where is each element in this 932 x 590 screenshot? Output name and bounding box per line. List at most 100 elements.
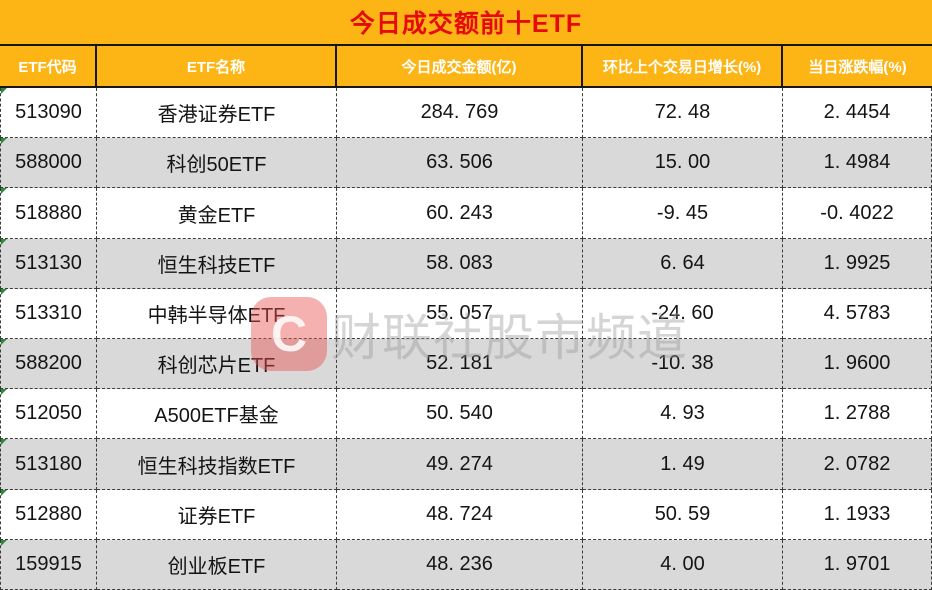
cell-daily-change: 1. 1933 [783,489,932,540]
etf-name-value: 科创50ETF [166,154,267,177]
daily-change-value: 1. 2788 [823,402,891,425]
change-vs-prev-day-value: 1. 49 [660,452,705,475]
etf-name-value: 恒生科技指数ETF [137,455,296,478]
daily-change-value: 1. 9925 [823,251,891,274]
table-row: 513180 恒生科技指数ETF 49. 274 1. 49 2. 0782 [0,439,932,490]
cell-daily-change: 1. 9701 [783,539,932,590]
cell-change-vs-prev-day: 4. 00 [583,539,783,590]
cell-etf-name: 香港证券ETF [97,88,337,139]
column-header-etf-code: ETF代码 [0,46,97,86]
cell-etf-code: 513180 [0,439,97,490]
table-row: 513310 中韩半导体ETF 55. 057 -24. 60 4. 5783 [0,288,932,340]
cell-daily-change: 4. 5783 [783,288,932,340]
table-row: 512880 证券ETF 48. 724 50. 59 1. 1933 [0,489,932,540]
change-vs-prev-day-value: -24. 60 [651,301,714,324]
turnover-value: 52. 181 [426,352,493,375]
cell-etf-code: 518880 [0,188,97,239]
etf-code-value: 159915 [15,552,82,575]
cell-change-vs-prev-day: -24. 60 [583,288,783,340]
change-vs-prev-day-value: 50. 59 [654,502,711,525]
daily-change-value: 1. 9701 [823,552,891,575]
cell-change-vs-prev-day: 72. 48 [583,88,783,139]
text-format-flag-icon [1,389,7,396]
cell-daily-change: 1. 9600 [783,339,932,390]
etf-code-value: 512050 [15,402,82,425]
cell-etf-name: A500ETF基金 [97,389,337,440]
change-vs-prev-day-value: -10. 38 [651,352,714,375]
change-vs-prev-day-value: 72. 48 [654,101,711,124]
turnover-value: 55. 057 [426,301,493,324]
turnover-value: 60. 243 [426,201,493,224]
cell-etf-code: 513130 [0,238,97,289]
text-format-flag-icon [1,188,7,195]
cell-etf-code: 159915 [0,539,97,590]
table-body: 513090 香港证券ETF 284. 769 72. 48 2. 4454 5… [0,88,932,590]
cell-daily-change: 1. 9925 [783,238,932,289]
etf-name-value: 中韩半导体ETF [147,304,286,327]
cell-turnover: 49. 274 [337,439,583,490]
column-header-daily-change: 当日涨跌幅(%) [808,58,907,76]
daily-change-value: 1. 1933 [823,502,891,525]
change-vs-prev-day-value: 4. 00 [660,552,705,575]
cell-etf-name: 科创50ETF [97,138,337,189]
cell-etf-code: 513090 [0,88,97,139]
turnover-value: 48. 236 [426,552,493,575]
cell-change-vs-prev-day: -10. 38 [583,339,783,390]
change-vs-prev-day-value: 6. 64 [660,251,705,274]
cell-turnover: 58. 083 [337,238,583,289]
etf-name-value: 科创芯片ETF [157,355,276,378]
change-vs-prev-day-value: -9. 45 [656,201,709,224]
cell-etf-code: 588000 [0,138,97,189]
cell-change-vs-prev-day: 6. 64 [583,238,783,289]
cell-turnover: 60. 243 [337,188,583,239]
etf-name-value: 证券ETF [177,505,256,528]
cell-etf-name: 创业板ETF [97,539,337,590]
etf-code-value: 518880 [15,201,82,224]
cell-etf-code: 588200 [0,339,97,390]
cell-etf-name: 恒生科技指数ETF [97,439,337,490]
cell-etf-name: 科创芯片ETF [97,339,337,390]
etf-code-value: 513310 [15,301,82,324]
etf-code-value: 513130 [15,251,82,274]
cell-turnover: 50. 540 [337,389,583,440]
daily-change-value: -0. 4022 [820,201,894,224]
table-row: 513130 恒生科技ETF 58. 083 6. 64 1. 9925 [0,238,932,289]
daily-change-value: 4. 5783 [823,301,891,324]
turnover-value: 48. 724 [426,502,493,525]
cell-change-vs-prev-day: 50. 59 [583,489,783,540]
cell-turnover: 48. 236 [337,539,583,590]
cell-daily-change: 1. 4984 [783,138,932,189]
etf-code-value: 588200 [15,352,82,375]
cell-turnover: 284. 769 [337,88,583,139]
table-row: 518880 黄金ETF 60. 243 -9. 45 -0. 4022 [0,188,932,239]
cell-turnover: 63. 506 [337,138,583,189]
cell-etf-name: 证券ETF [97,489,337,540]
etf-code-value: 513090 [15,101,82,124]
turnover-value: 50. 540 [426,402,493,425]
cell-etf-code: 512880 [0,489,97,540]
cell-etf-name: 恒生科技ETF [97,238,337,289]
turnover-value: 49. 274 [426,452,493,475]
cell-change-vs-prev-day: -9. 45 [583,188,783,239]
cell-turnover: 52. 181 [337,339,583,390]
cell-etf-name: 黄金ETF [97,188,337,239]
cell-daily-change: -0. 4022 [783,188,932,239]
etf-code-value: 513180 [15,452,82,475]
text-format-flag-icon [1,439,7,446]
text-format-flag-icon [1,339,7,346]
text-format-flag-icon [1,238,7,245]
table-row: 513090 香港证券ETF 284. 769 72. 48 2. 4454 [0,88,932,139]
table-title-bar: 今日成交额前十ETF [0,0,932,46]
table-title: 今日成交额前十ETF [349,10,583,38]
cell-etf-code: 513310 [0,288,97,340]
turnover-value: 63. 506 [426,151,493,174]
cell-turnover: 55. 057 [337,288,583,340]
etf-name-value: 创业板ETF [167,555,266,578]
change-vs-prev-day-value: 4. 93 [660,402,705,425]
text-format-flag-icon [1,288,7,295]
etf-name-value: 香港证券ETF [157,104,276,127]
cell-etf-name: 中韩半导体ETF [97,288,337,340]
cell-daily-change: 1. 2788 [783,389,932,440]
column-header-turnover: 今日成交金额(亿) [337,46,583,86]
text-format-flag-icon [1,138,7,145]
